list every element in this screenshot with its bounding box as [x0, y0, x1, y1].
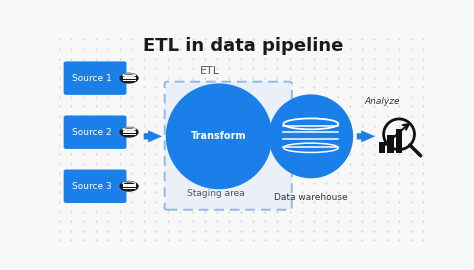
FancyBboxPatch shape — [64, 116, 127, 149]
Text: Load: Load — [282, 105, 303, 114]
Text: Data warehouse: Data warehouse — [274, 193, 348, 202]
Circle shape — [119, 73, 139, 84]
Text: Source 2: Source 2 — [73, 128, 112, 137]
Circle shape — [119, 127, 139, 138]
Polygon shape — [357, 130, 375, 142]
Text: Raw data: Raw data — [182, 159, 224, 168]
Bar — [396, 129, 402, 153]
Polygon shape — [144, 130, 162, 142]
Ellipse shape — [166, 83, 272, 189]
FancyBboxPatch shape — [64, 170, 127, 203]
Text: Source 1: Source 1 — [73, 74, 112, 83]
Bar — [387, 135, 394, 153]
Text: Extract: Extract — [182, 105, 215, 114]
Text: Staging area: Staging area — [187, 189, 245, 198]
Text: Transform: Transform — [191, 131, 247, 141]
Circle shape — [119, 181, 139, 192]
Text: ETL in data pipeline: ETL in data pipeline — [143, 37, 343, 55]
FancyBboxPatch shape — [164, 82, 292, 210]
Ellipse shape — [269, 94, 353, 178]
Text: ETL: ETL — [200, 66, 220, 76]
Polygon shape — [265, 130, 279, 142]
Text: Source 3: Source 3 — [73, 182, 112, 191]
FancyBboxPatch shape — [64, 61, 127, 95]
Bar — [379, 141, 385, 153]
Text: Analyze: Analyze — [365, 96, 400, 106]
